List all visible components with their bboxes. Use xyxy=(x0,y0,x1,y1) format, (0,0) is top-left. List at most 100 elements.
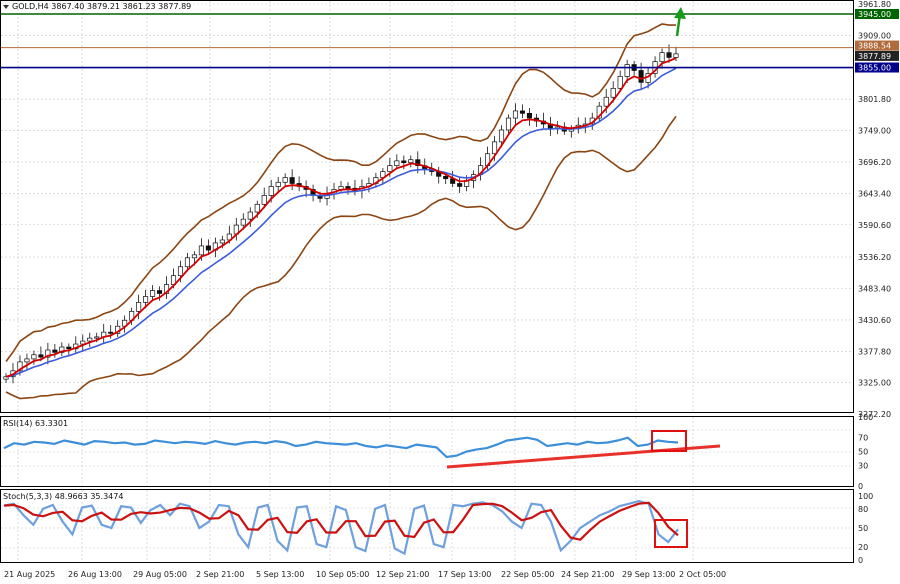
candle-body xyxy=(17,361,23,372)
price-tick-label: 3909.00 xyxy=(858,31,891,40)
candle-body xyxy=(415,159,421,166)
candle-body xyxy=(498,129,505,143)
ema-fast-line xyxy=(5,57,677,378)
candle-body xyxy=(38,354,44,358)
candle-body xyxy=(387,165,393,172)
candle-body xyxy=(80,340,86,345)
stoch-level-label: 20 xyxy=(858,543,868,552)
price-tick-label: 3961.80 xyxy=(858,0,891,9)
candle-body xyxy=(108,331,114,334)
candle-body xyxy=(638,70,644,83)
rsi-line xyxy=(3,436,679,459)
candle-body xyxy=(254,203,260,213)
candle-body xyxy=(401,160,407,164)
candle-body xyxy=(52,349,58,353)
price-tag-current: 3877.89 xyxy=(858,52,891,61)
stoch-panel-frame xyxy=(0,489,854,563)
candle-body xyxy=(275,181,281,187)
time-tick-label: 5 Sep 13:00 xyxy=(256,570,304,579)
candle-body xyxy=(143,296,149,303)
price-panel-frame xyxy=(0,0,854,413)
price-tag-green: 3945.00 xyxy=(858,10,891,19)
stoch-main-line xyxy=(3,499,679,556)
rsi-highlight-box xyxy=(651,430,687,452)
price-tick-label: 3377.80 xyxy=(858,347,891,356)
candle-body xyxy=(505,117,512,131)
candle-body xyxy=(94,336,100,339)
time-tick-label: 24 Sep 21:00 xyxy=(561,570,614,579)
bollinger-lower xyxy=(5,115,677,400)
rsi-level-label: 0 xyxy=(858,482,863,491)
time-tick-label: 12 Sep 21:00 xyxy=(376,570,429,579)
time-tick-label: 26 Aug 13:00 xyxy=(68,570,122,579)
candle-body xyxy=(457,183,463,187)
time-tick-label: 22 Sep 05:00 xyxy=(501,570,554,579)
rsi-level-label: 70 xyxy=(858,434,868,443)
candle-body xyxy=(610,87,616,98)
candle-body xyxy=(519,110,526,114)
price-tag-bg-current xyxy=(855,50,899,61)
stoch-signal-line xyxy=(3,501,679,541)
candle-body xyxy=(59,346,65,353)
candle-body xyxy=(24,358,30,363)
price-tick-label: 3643.40 xyxy=(858,189,891,198)
candle-body xyxy=(219,239,225,244)
candle-body xyxy=(191,254,197,259)
candle-body xyxy=(617,76,623,89)
candle-body xyxy=(443,175,449,180)
time-tick-label: 10 Sep 05:00 xyxy=(316,570,369,579)
price-tag-bg-brown xyxy=(855,40,899,51)
symbol-dropdown-icon xyxy=(3,5,9,9)
time-tick-label: 2 Sep 21:00 xyxy=(196,570,244,579)
candle-body xyxy=(673,53,679,58)
time-tick-label: 21 Aug 2025 xyxy=(4,570,55,579)
candle-body xyxy=(659,52,665,62)
time-tick-label: 17 Sep 13:00 xyxy=(438,570,491,579)
price-tick-label: 3536.20 xyxy=(858,253,891,262)
stoch-level-label: 0 xyxy=(858,556,863,565)
rsi-level-label: 30 xyxy=(858,461,868,470)
candle-body xyxy=(289,177,295,184)
price-grid xyxy=(1,1,853,412)
candle-body xyxy=(666,52,672,58)
candle-body xyxy=(282,177,288,183)
candle-body xyxy=(596,105,602,119)
candle-body xyxy=(240,218,246,226)
candle-body xyxy=(66,346,72,350)
candle-body xyxy=(345,186,351,189)
rsi-level-label: 50 xyxy=(858,448,868,457)
candle-body xyxy=(603,96,609,107)
time-tick-label: 29 Sep 13:00 xyxy=(622,570,675,579)
candle-body xyxy=(45,349,51,358)
stoch-level-label: 100 xyxy=(858,492,873,501)
price-tag-blue: 3855.00 xyxy=(858,64,891,73)
price-tick-label: 3590.60 xyxy=(858,221,891,230)
candle-body xyxy=(184,257,191,268)
bollinger-upper xyxy=(5,23,676,362)
stoch-level-label: 50 xyxy=(858,524,868,533)
candle-body xyxy=(247,211,253,220)
price-tick-label: 3325.00 xyxy=(858,379,891,388)
candle-body xyxy=(205,245,211,251)
candle-body xyxy=(150,290,156,297)
price-tick-label: 3272.20 xyxy=(858,410,891,419)
candle-body xyxy=(198,245,204,256)
price-tick-label: 3749.00 xyxy=(858,127,891,136)
candle-body xyxy=(87,337,93,342)
time-tick-label: 2 Oct 05:00 xyxy=(679,570,726,579)
candle-body xyxy=(512,110,519,119)
candle-body xyxy=(136,302,142,312)
candle-body xyxy=(491,141,498,155)
candle-body xyxy=(394,160,400,166)
rsi-panel-frame xyxy=(0,416,854,487)
price-tag-bg-green xyxy=(855,8,899,19)
stoch-grid xyxy=(1,490,853,562)
candle-body xyxy=(408,159,414,164)
price-tag-brown: 3888.54 xyxy=(858,42,891,51)
price-tick-label: 3696.20 xyxy=(858,158,891,167)
price-tick-label: 3430.60 xyxy=(858,316,891,325)
candle-body xyxy=(526,112,532,119)
price-tag-bg-blue xyxy=(855,62,899,73)
candles xyxy=(3,44,679,384)
